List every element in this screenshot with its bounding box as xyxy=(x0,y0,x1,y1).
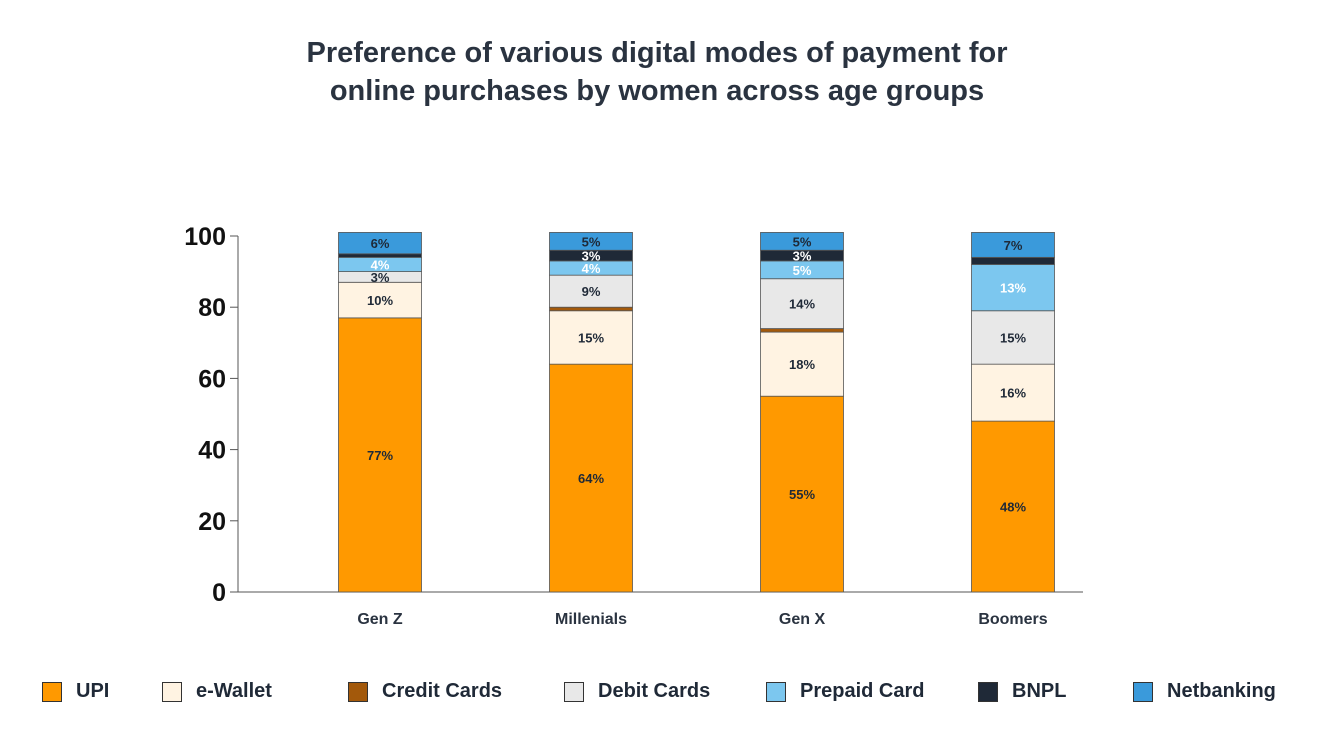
legend-swatch xyxy=(564,681,584,702)
data-label: 77% xyxy=(367,448,393,463)
legend-swatch xyxy=(42,681,62,702)
bar-segment-debit-cards xyxy=(549,274,633,308)
legend-label: UPI xyxy=(76,680,110,702)
data-label: 10% xyxy=(367,293,393,308)
data-label: 14% xyxy=(789,297,815,312)
legend-label: Debit Cards xyxy=(598,680,711,702)
data-label: 5% xyxy=(793,263,812,278)
data-label: 15% xyxy=(1000,330,1026,345)
x-tick-label: Boomers xyxy=(978,611,1047,628)
data-label: 5% xyxy=(793,234,812,249)
y-tick-label: 100 xyxy=(184,223,226,251)
legend: UPI e-Wallet Credit Cards Debit Cards Prepai… xyxy=(0,680,1320,706)
legend-swatch xyxy=(766,681,786,702)
data-label: 64% xyxy=(578,471,604,486)
bar-segment-upi xyxy=(549,363,633,593)
legend-label: BNPL xyxy=(1012,680,1067,702)
x-tick-label: Millenials xyxy=(555,611,627,628)
data-label: 5% xyxy=(582,234,601,249)
y-tick-label: 40 xyxy=(198,437,226,465)
data-label: 15% xyxy=(578,330,604,345)
bar-segment-bnpl xyxy=(971,256,1055,265)
data-label: 18% xyxy=(789,357,815,372)
data-label: 48% xyxy=(1000,500,1026,515)
bar-segment-netbanking xyxy=(760,232,844,251)
bar-segment-bnpl xyxy=(338,253,422,258)
data-label: 3% xyxy=(371,270,390,285)
x-tick-label: Gen Z xyxy=(357,611,403,628)
data-label: 9% xyxy=(582,284,601,299)
legend-swatch xyxy=(1133,681,1153,702)
data-label: 3% xyxy=(793,249,812,264)
data-label: 7% xyxy=(1004,238,1023,253)
legend-label: Credit Cards xyxy=(382,680,503,702)
y-tick-label: 60 xyxy=(198,365,226,393)
data-label: 3% xyxy=(582,249,601,264)
x-tick-label: Gen X xyxy=(779,611,826,628)
data-label: 4% xyxy=(582,261,601,276)
legend-item-e-wallet: e-Wallet xyxy=(162,680,272,703)
legend-item-prepaid-card: Prepaid Card xyxy=(766,680,924,703)
bar-segment-e-wallet xyxy=(338,281,422,319)
y-tick-label: 20 xyxy=(198,508,226,536)
legend-item-upi: UPI xyxy=(42,680,109,703)
legend-label: e-Wallet xyxy=(196,680,272,702)
bar-segment-netbanking xyxy=(549,232,633,251)
bar-segment-upi xyxy=(760,395,844,593)
legend-item-bnpl: BNPL xyxy=(978,680,1066,703)
data-label: 16% xyxy=(1000,386,1026,401)
data-label: 4% xyxy=(371,257,390,272)
bar-segment-e-wallet xyxy=(760,331,844,397)
chart-title: Preference of various digital modes of p… xyxy=(0,34,1314,110)
bar-segment-credit-cards xyxy=(760,328,844,333)
bar-segment-netbanking xyxy=(338,232,422,255)
legend-swatch xyxy=(348,681,368,702)
legend-label: Prepaid Card xyxy=(800,680,925,702)
legend-item-netbanking: Netbanking xyxy=(1133,680,1276,703)
legend-label: Netbanking xyxy=(1167,680,1276,702)
legend-swatch xyxy=(978,681,998,702)
bar-segment-credit-cards xyxy=(549,306,633,312)
y-tick-label: 0 xyxy=(212,579,226,607)
data-label: 13% xyxy=(1000,281,1026,296)
data-label: 55% xyxy=(789,487,815,502)
legend-item-debit-cards: Debit Cards xyxy=(564,680,710,703)
bar-segment-upi xyxy=(338,317,422,593)
legend-swatch xyxy=(162,681,182,702)
chart-title-line-2: online purchases by women across age gro… xyxy=(329,75,985,107)
chart-title-line-1: Preference of various digital modes of p… xyxy=(306,37,1008,69)
bar-segment-netbanking xyxy=(971,232,1055,258)
bar-segment-upi xyxy=(971,420,1055,593)
bar-segment-debit-cards xyxy=(760,278,844,329)
legend-item-credit-cards: Credit Cards xyxy=(348,680,502,703)
bar-segment-e-wallet xyxy=(549,310,633,365)
y-tick-label: 80 xyxy=(198,294,226,322)
data-label: 6% xyxy=(371,236,390,251)
bar-segment-e-wallet xyxy=(971,363,1055,422)
